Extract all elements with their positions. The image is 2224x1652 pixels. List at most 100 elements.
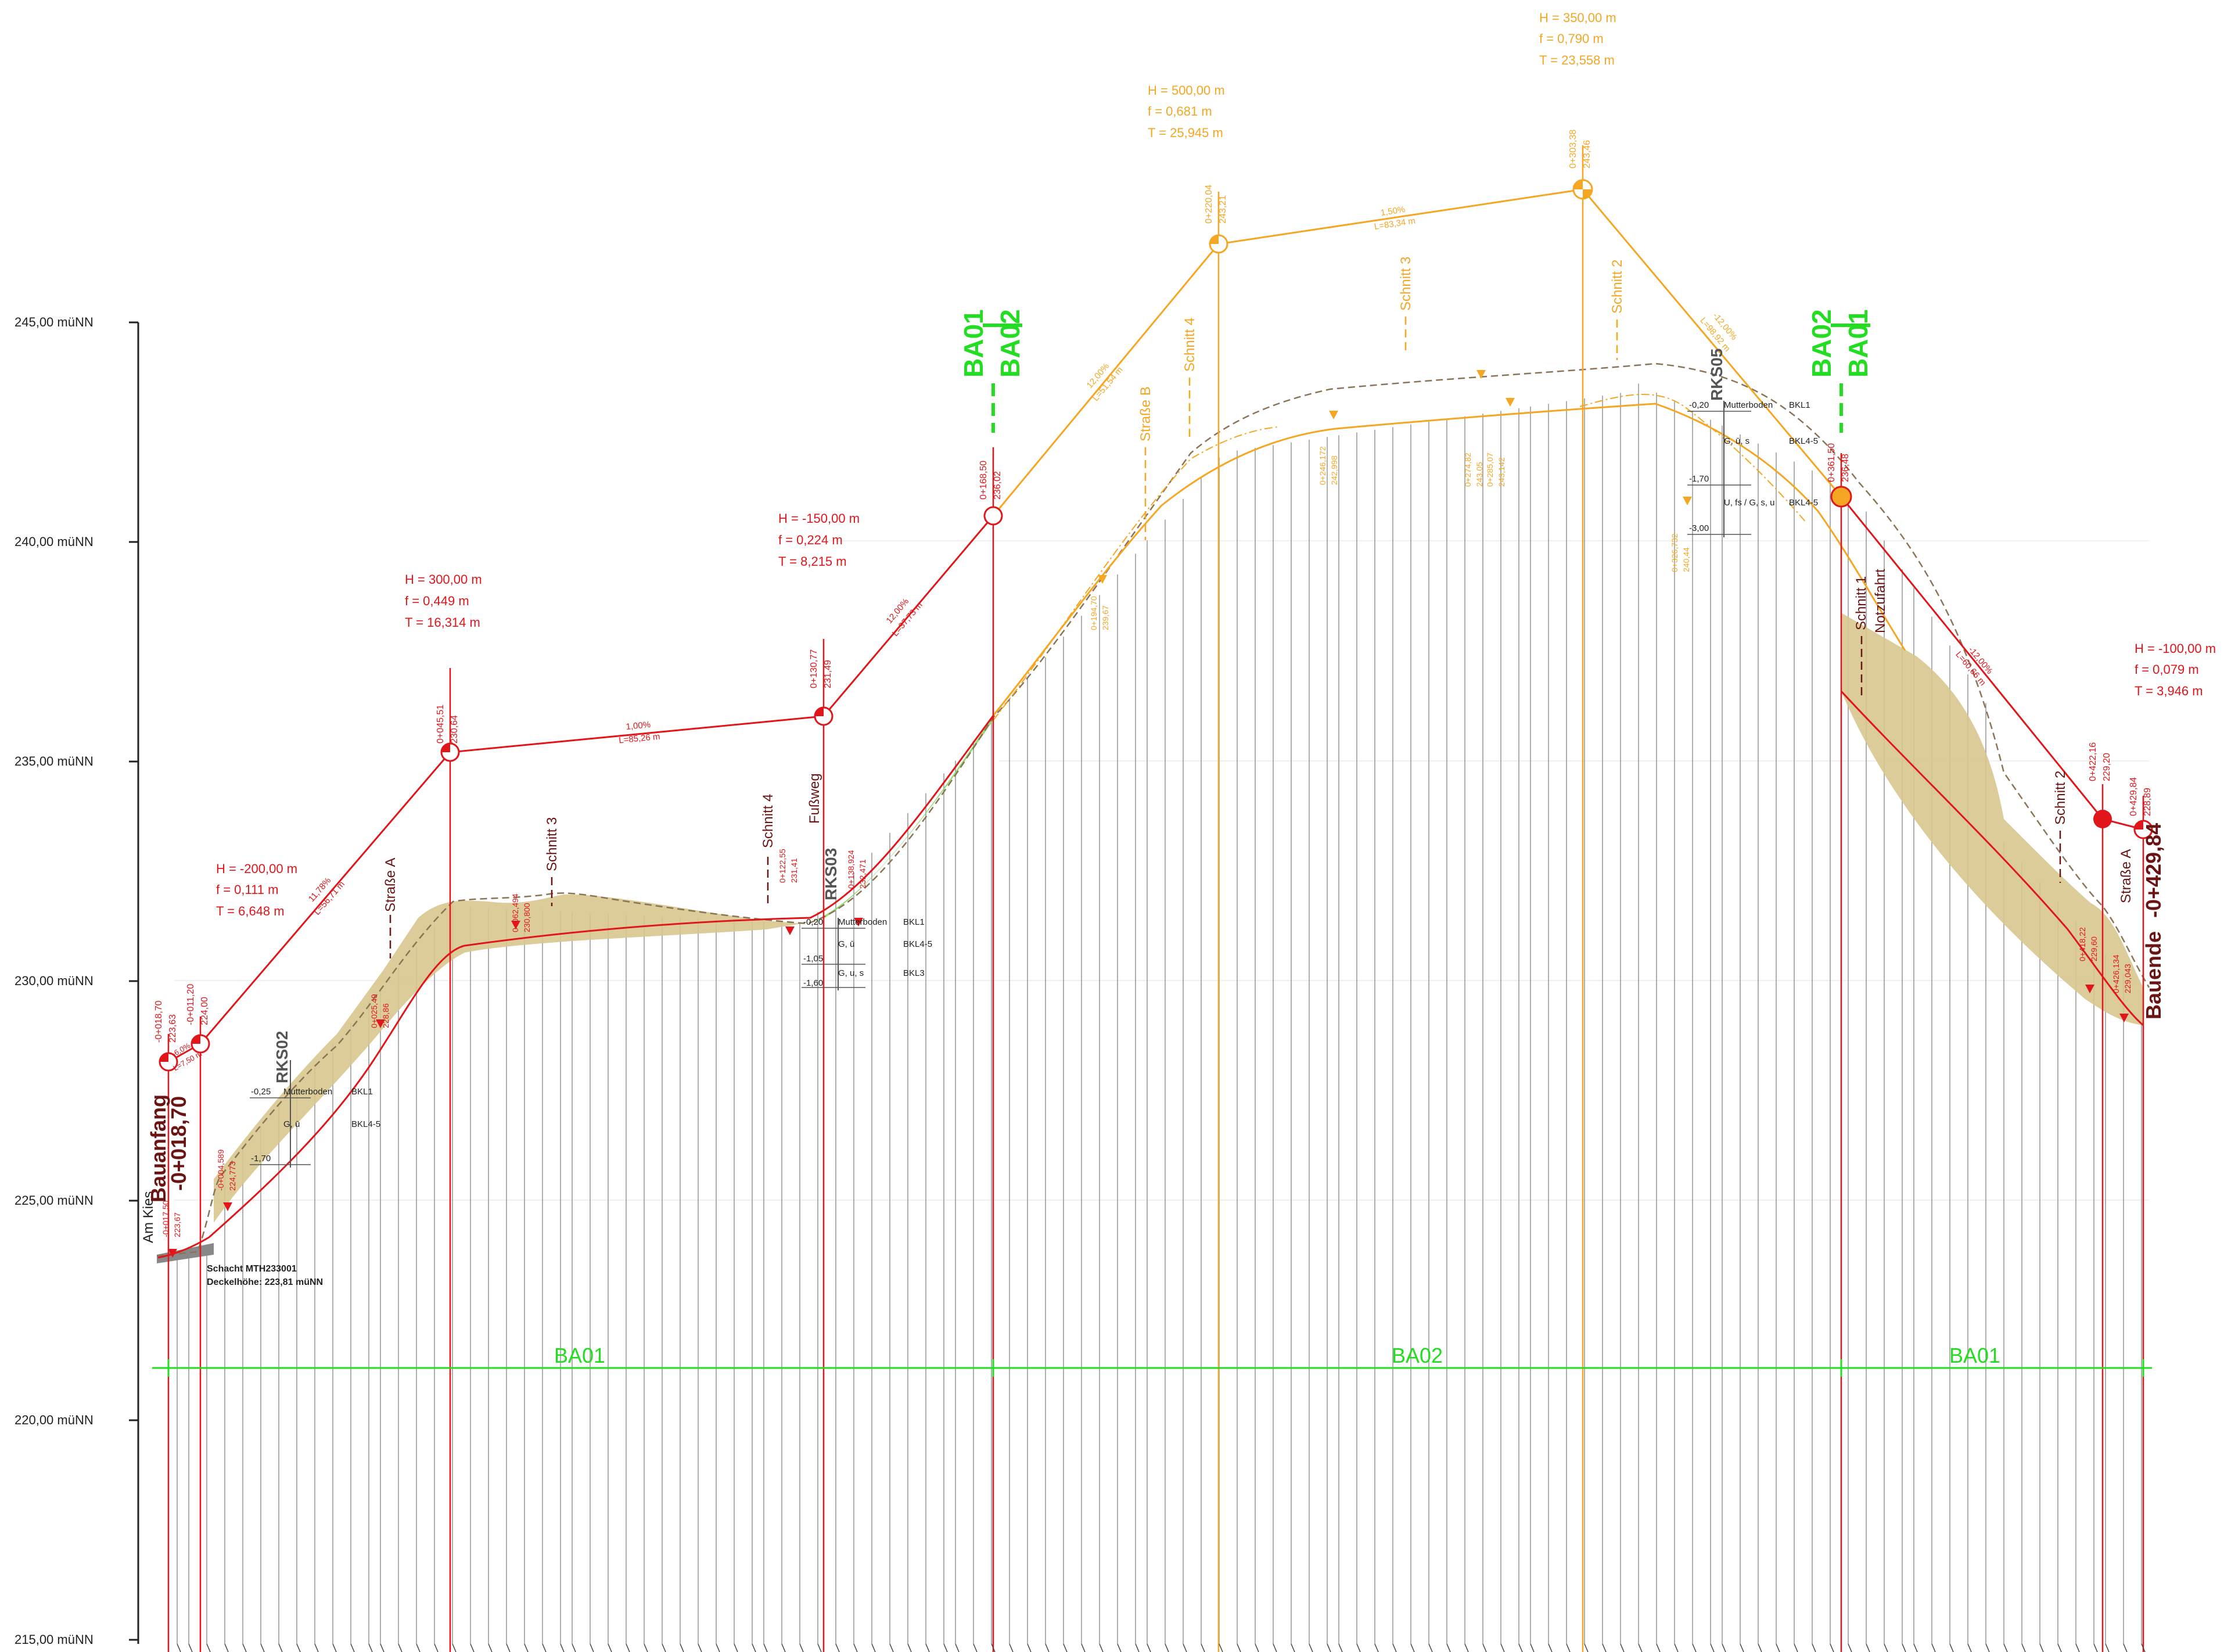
borehole-name: RKS02 bbox=[273, 1031, 291, 1083]
station-tick bbox=[1620, 1643, 1625, 1652]
tangent-lines-orange bbox=[992, 188, 1842, 516]
svg-text:236,48: 236,48 bbox=[1841, 454, 1851, 482]
design-surface-secondary-orange bbox=[993, 394, 1807, 721]
svg-text:0+303,38: 0+303,38 bbox=[1568, 130, 1578, 168]
station-tick bbox=[1446, 1643, 1451, 1652]
svg-text:Mutterboden: Mutterboden bbox=[838, 917, 887, 927]
station-tick bbox=[1949, 1643, 1954, 1652]
svg-text:G, ū, s: G, ū, s bbox=[1724, 436, 1749, 446]
svg-text:0+045,51: 0+045,51 bbox=[436, 705, 445, 744]
pvi-marker-4 bbox=[814, 706, 833, 726]
svg-text:BKL4-5: BKL4-5 bbox=[1789, 436, 1818, 446]
svg-text:f = 0,111 m: f = 0,111 m bbox=[216, 882, 278, 897]
station-tick bbox=[1165, 1643, 1169, 1652]
svg-text:-0,25: -0,25 bbox=[251, 1087, 271, 1097]
svg-text:H = -150,00 m: H = -150,00 m bbox=[778, 511, 860, 526]
svg-text:T = 6,648 m: T = 6,648 m bbox=[216, 904, 285, 918]
svg-text:242,998: 242,998 bbox=[1330, 455, 1339, 485]
svg-text:T = 3,946 m: T = 3,946 m bbox=[2135, 684, 2203, 698]
station-tick bbox=[368, 1643, 373, 1652]
station-tick bbox=[716, 1643, 720, 1652]
station-tick bbox=[943, 1643, 948, 1652]
station-tick bbox=[398, 1643, 403, 1652]
svg-text:BKL1: BKL1 bbox=[351, 1087, 373, 1097]
elevation-label-245: 245,00 müNN bbox=[15, 315, 94, 329]
station-tick bbox=[1530, 1643, 1535, 1652]
station-tick bbox=[2105, 1643, 2110, 1652]
station-tick bbox=[572, 1643, 576, 1652]
svg-text:0+130,77: 0+130,77 bbox=[809, 649, 819, 688]
crossing-strasse-b: Straße B bbox=[1138, 386, 1154, 441]
svg-text:f = 0,079 m: f = 0,079 m bbox=[2135, 662, 2199, 677]
station-tick bbox=[1584, 1643, 1589, 1652]
station-tick bbox=[278, 1643, 283, 1652]
station-tick bbox=[416, 1643, 421, 1652]
svg-text:T = 16,314 m: T = 16,314 m bbox=[405, 615, 480, 630]
station-tick bbox=[680, 1643, 684, 1652]
svg-text:f = 0,681 m: f = 0,681 m bbox=[1148, 104, 1212, 118]
station-tick bbox=[1237, 1643, 1241, 1652]
station-tick bbox=[1482, 1643, 1487, 1652]
svg-text:-1,70: -1,70 bbox=[1689, 474, 1709, 484]
station-tick bbox=[206, 1643, 211, 1652]
svg-text:f = 0,224 m: f = 0,224 m bbox=[778, 533, 843, 547]
svg-text:0+138,924: 0+138,924 bbox=[846, 850, 856, 889]
station-tick bbox=[560, 1643, 565, 1652]
station-tick bbox=[1740, 1643, 1744, 1652]
section-change-1-top: BA01 bbox=[958, 309, 989, 378]
section-label-ba01-west: BA01 bbox=[554, 1344, 605, 1367]
station-tick bbox=[1674, 1643, 1679, 1652]
station-tick bbox=[380, 1643, 385, 1652]
design-surface-line-red bbox=[157, 715, 994, 1259]
svg-text:232,471: 232,471 bbox=[858, 859, 867, 889]
vertical-curve-parameters: H = -200,00 m f = 0,111 m T = 6,648 m H … bbox=[216, 10, 2216, 918]
borehole-rks03: RKS03 -0,20 Mutterboden BKL1 G, ū BKL4-5… bbox=[802, 848, 932, 990]
station-tick bbox=[590, 1643, 594, 1652]
svg-text:229,20: 229,20 bbox=[2102, 753, 2112, 781]
station-tick bbox=[1009, 1643, 1014, 1652]
elevation-label-215: 215,00 müNN bbox=[15, 1632, 94, 1647]
station-tick bbox=[2075, 1643, 2080, 1652]
station-tick bbox=[752, 1643, 756, 1652]
station-tick bbox=[1902, 1643, 1906, 1652]
station-tick bbox=[2021, 1643, 2026, 1652]
grade-label: 1,50% bbox=[1380, 204, 1406, 218]
station-tick bbox=[1722, 1643, 1726, 1652]
pvi-markers bbox=[159, 179, 2153, 1072]
station-tick bbox=[188, 1643, 193, 1652]
borehole-name: RKS03 bbox=[822, 848, 840, 900]
svg-text:Mutterboden: Mutterboden bbox=[1724, 400, 1773, 410]
station-tick bbox=[1063, 1643, 1068, 1652]
station-tick bbox=[907, 1643, 912, 1652]
station-tick bbox=[2141, 1643, 2146, 1652]
station-tick bbox=[314, 1643, 319, 1652]
station-tick bbox=[1117, 1643, 1122, 1652]
station-tick bbox=[781, 1643, 786, 1652]
station-tick bbox=[1794, 1643, 1798, 1652]
design-surface-line-orange bbox=[992, 403, 1906, 716]
station-tick bbox=[871, 1643, 876, 1652]
svg-text:243,142: 243,142 bbox=[1497, 457, 1506, 487]
station-tick bbox=[1758, 1643, 1762, 1652]
station-tick bbox=[1410, 1643, 1415, 1652]
borehole-name: RKS05 bbox=[1708, 349, 1726, 401]
crossing-am-kies: Am Kies bbox=[141, 1191, 156, 1243]
station-tick bbox=[177, 1643, 181, 1652]
svg-text:0+168,50: 0+168,50 bbox=[979, 461, 989, 500]
svg-text:0+025,49: 0+025,49 bbox=[369, 994, 379, 1028]
section-change-2-top: BA02 bbox=[1806, 309, 1837, 378]
station-tick bbox=[488, 1643, 493, 1652]
station-tick bbox=[350, 1643, 355, 1652]
station-tick bbox=[626, 1643, 630, 1652]
station-tick bbox=[1866, 1643, 1870, 1652]
svg-text:0+285,07: 0+285,07 bbox=[1485, 452, 1494, 487]
crossing-strasse-a: Straße A bbox=[383, 858, 398, 912]
curve-params-5: H = 350,00 m f = 0,790 m T = 23,558 m bbox=[1539, 10, 1616, 67]
pvi-verticals bbox=[167, 145, 2144, 1652]
station-tick bbox=[1967, 1643, 1972, 1652]
station-tick bbox=[2003, 1643, 2008, 1652]
svg-text:-0,20: -0,20 bbox=[1689, 400, 1709, 410]
station-tick bbox=[698, 1643, 702, 1652]
svg-text:H = -200,00 m: H = -200,00 m bbox=[216, 861, 297, 876]
